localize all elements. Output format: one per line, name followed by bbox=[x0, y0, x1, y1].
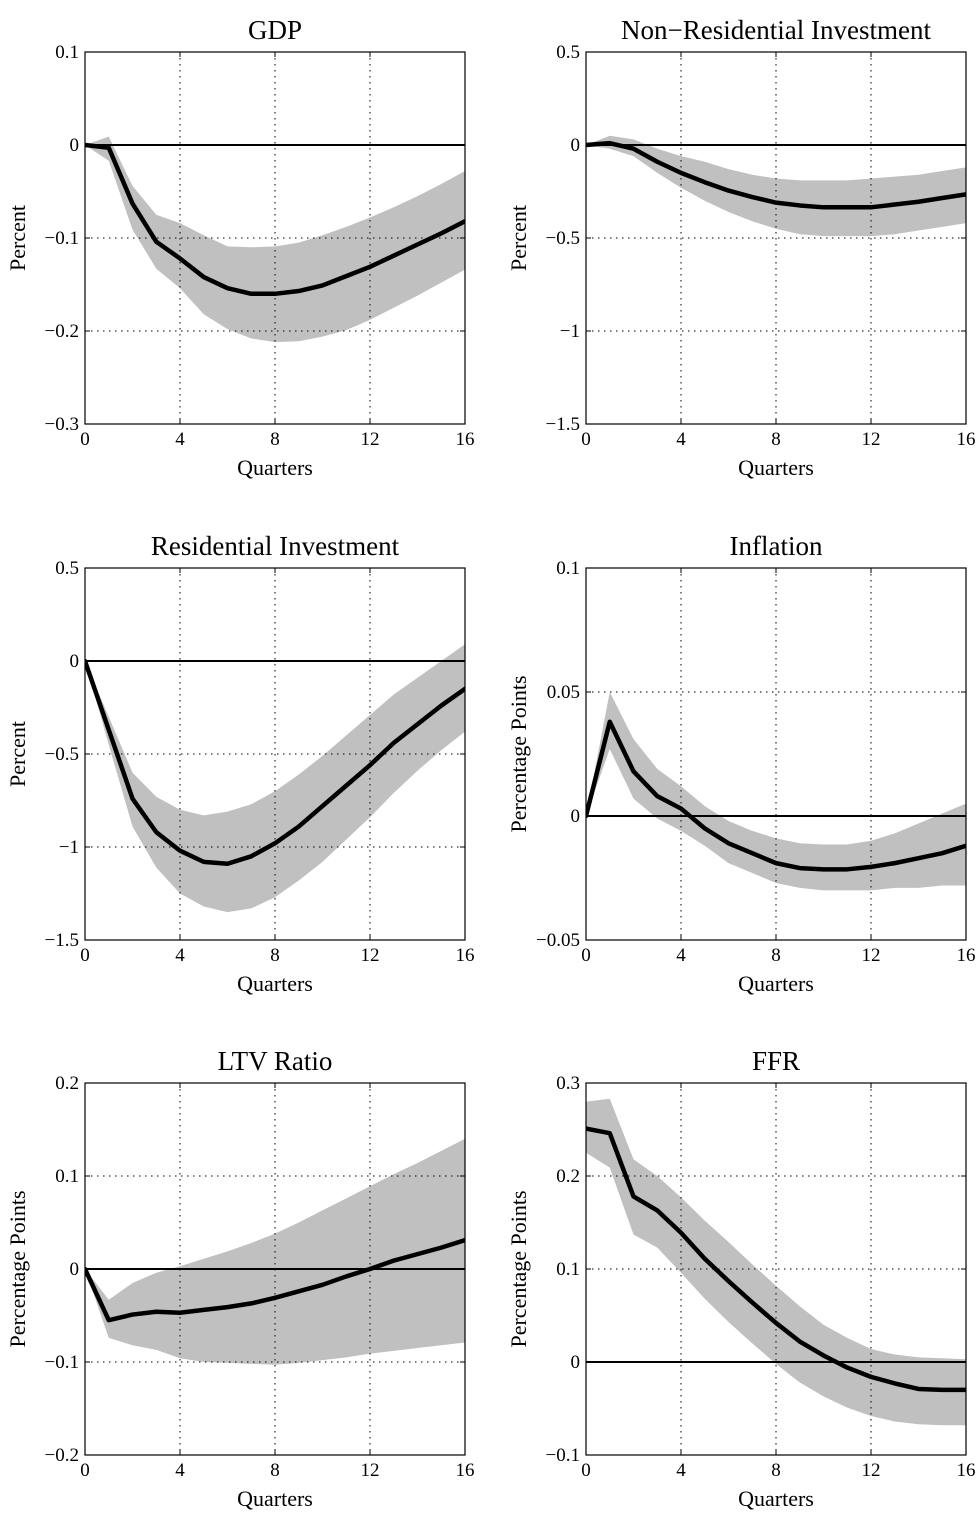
x-tick-label: 12 bbox=[862, 945, 881, 966]
y-axis-label: Percent bbox=[506, 205, 531, 271]
y-tick-label: −0.05 bbox=[536, 930, 580, 951]
x-tick-label: 16 bbox=[957, 1460, 976, 1481]
x-tick-label: 4 bbox=[676, 1460, 686, 1481]
y-tick-label: 0 bbox=[571, 135, 581, 156]
y-tick-label: 0.1 bbox=[55, 42, 79, 63]
y-tick-label: 0.5 bbox=[556, 42, 580, 63]
y-tick-label: 0 bbox=[571, 1352, 581, 1373]
confidence-band bbox=[85, 136, 465, 343]
y-tick-label: 0 bbox=[571, 806, 581, 827]
y-tick-label: −0.3 bbox=[45, 414, 79, 435]
plot-area bbox=[586, 1083, 966, 1455]
panel-title: FFR bbox=[752, 1046, 800, 1076]
x-axis-label: Quarters bbox=[237, 971, 313, 996]
plot-area bbox=[85, 568, 465, 940]
x-axis-label: Quarters bbox=[237, 455, 313, 480]
x-tick-label: 0 bbox=[581, 1460, 591, 1481]
y-tick-label: −0.1 bbox=[45, 1352, 79, 1373]
y-tick-label: 0 bbox=[70, 651, 80, 672]
y-tick-label: −1.5 bbox=[45, 930, 79, 951]
x-tick-label: 8 bbox=[270, 1460, 280, 1481]
x-tick-label: 16 bbox=[456, 945, 475, 966]
median-response-line bbox=[85, 658, 465, 866]
y-tick-label: −0.1 bbox=[45, 228, 79, 249]
median-response-line bbox=[586, 1126, 966, 1393]
x-tick-label: 16 bbox=[957, 945, 976, 966]
x-tick-label: 8 bbox=[270, 945, 280, 966]
confidence-band bbox=[586, 1098, 966, 1426]
x-tick-label: 8 bbox=[771, 945, 781, 966]
y-tick-label: −0.5 bbox=[546, 228, 580, 249]
y-tick-label: −1.5 bbox=[546, 414, 580, 435]
y-tick-label: −0.5 bbox=[45, 744, 79, 765]
panel-3: 0 4 8 12 16−0.0500.050.1InflationQuartersPer… bbox=[506, 531, 976, 996]
y-tick-label: 0.2 bbox=[556, 1166, 580, 1187]
x-axis-label: Quarters bbox=[738, 455, 814, 480]
panel-title: GDP bbox=[248, 15, 302, 45]
x-axis-label: Quarters bbox=[738, 971, 814, 996]
x-tick-label: 12 bbox=[361, 945, 380, 966]
plot-area bbox=[586, 52, 966, 424]
x-tick-label: 8 bbox=[771, 429, 781, 450]
x-tick-label: 0 bbox=[80, 429, 90, 450]
y-tick-label: 0.3 bbox=[556, 1073, 580, 1094]
x-tick-label: 4 bbox=[676, 429, 686, 450]
x-tick-label: 12 bbox=[862, 429, 881, 450]
x-tick-label: 16 bbox=[957, 429, 976, 450]
median-response-line bbox=[85, 1237, 465, 1323]
plot-area bbox=[586, 568, 966, 940]
x-tick-label: 8 bbox=[270, 429, 280, 450]
panel-1: 0 4 8 12 16 −1.5 −1 −0.5 0 0.5 Non−Residential Inv… bbox=[506, 15, 976, 480]
y-axis-label: Percentage Points bbox=[506, 675, 531, 832]
y-tick-label: 0 bbox=[70, 135, 80, 156]
plot-area bbox=[85, 1083, 465, 1455]
y-tick-label: 0.05 bbox=[547, 682, 580, 703]
y-tick-label: 0.1 bbox=[55, 1166, 79, 1187]
x-tick-label: 4 bbox=[175, 1460, 185, 1481]
y-axis-label: Percent bbox=[5, 205, 30, 271]
y-tick-label: 0 bbox=[70, 1259, 80, 1280]
y-axis-label: Percentage Points bbox=[5, 1190, 30, 1347]
x-tick-label: 0 bbox=[80, 1460, 90, 1481]
y-axis-label: Percent bbox=[5, 721, 30, 787]
x-tick-label: 0 bbox=[581, 945, 591, 966]
y-tick-label: 0.1 bbox=[556, 1259, 580, 1280]
confidence-band bbox=[586, 692, 966, 891]
y-tick-label: −1 bbox=[560, 321, 580, 342]
x-tick-label: 12 bbox=[361, 1460, 380, 1481]
x-tick-label: 0 bbox=[80, 945, 90, 966]
x-axis-label: Quarters bbox=[237, 1486, 313, 1511]
y-tick-label: −1 bbox=[59, 837, 79, 858]
y-tick-label: −0.2 bbox=[45, 321, 79, 342]
y-tick-label: −0.1 bbox=[546, 1445, 580, 1466]
y-axis-label: Percentage Points bbox=[506, 1190, 531, 1347]
panel-5: 0 4 8 12 16−0.100.10.20.3FFRQuartersPercenta… bbox=[506, 1046, 976, 1511]
x-tick-label: 12 bbox=[361, 429, 380, 450]
x-tick-label: 8 bbox=[771, 1460, 781, 1481]
x-axis-label: Quarters bbox=[738, 1486, 814, 1511]
y-tick-label: −0.2 bbox=[45, 1445, 79, 1466]
x-tick-label: 16 bbox=[456, 429, 475, 450]
x-tick-label: 16 bbox=[456, 1460, 475, 1481]
x-tick-label: 4 bbox=[676, 945, 686, 966]
median-response-line bbox=[586, 719, 966, 872]
panel-title: Residential Investment bbox=[151, 531, 400, 561]
panel-title: LTV Ratio bbox=[218, 1046, 333, 1076]
panel-0: 0 4 8 12 16 −0.3 −0.2 −0.1 0 0.1 GDP Quarters Percen… bbox=[5, 15, 475, 480]
x-tick-label: 0 bbox=[581, 429, 591, 450]
median-response-line bbox=[85, 142, 465, 297]
x-tick-label: 12 bbox=[862, 1460, 881, 1481]
panel-title: Non−Residential Investment bbox=[621, 15, 931, 45]
x-tick-label: 4 bbox=[175, 945, 185, 966]
y-tick-label: 0.5 bbox=[55, 558, 79, 579]
x-tick-label: 4 bbox=[175, 429, 185, 450]
y-tick-label: 0.1 bbox=[556, 558, 580, 579]
panel-title: Inflation bbox=[730, 531, 823, 561]
y-tick-label: 0.2 bbox=[55, 1073, 79, 1094]
median-response-line bbox=[586, 140, 966, 210]
panel-2: 0 4 8 12 16 −1.5 −1 −0.5 0 0.5 Residential Investm… bbox=[5, 531, 475, 996]
panel-4: 0 4 8 12 16 −0.2 −0.1 0 0.1 0.2 LTV Ratio Quarters P… bbox=[5, 1046, 475, 1511]
plot-area bbox=[85, 52, 465, 424]
